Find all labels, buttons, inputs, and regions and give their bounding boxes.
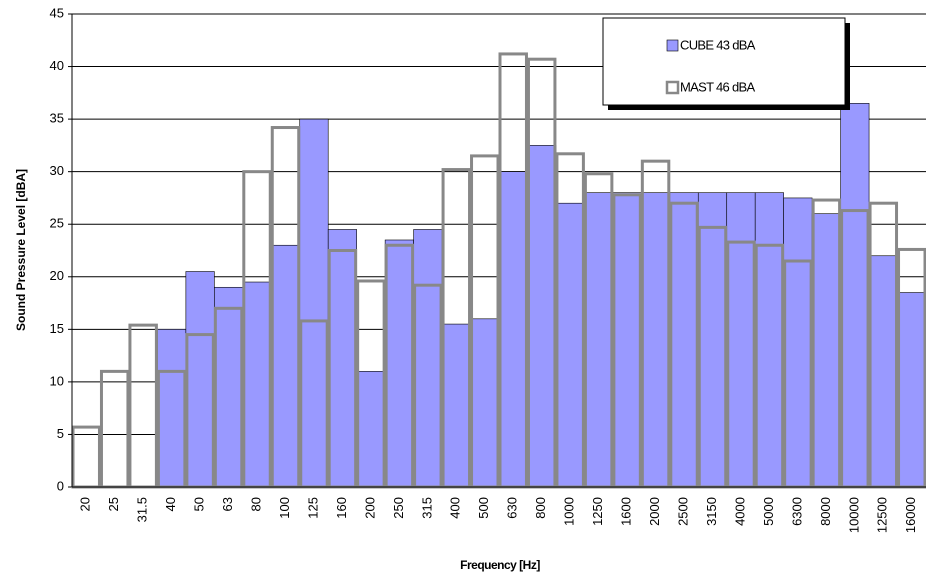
bar <box>299 118 329 488</box>
bar <box>669 192 699 488</box>
bar <box>584 192 614 488</box>
x-tick-label: 25 <box>106 497 121 511</box>
y-tick-label: 30 <box>50 163 64 178</box>
x-tick-label: 250 <box>391 497 406 519</box>
bar <box>413 229 443 488</box>
bar <box>384 239 414 488</box>
bar-outline <box>128 323 158 489</box>
x-tick-label: 31.5 <box>135 497 150 522</box>
x-tick-label: 2500 <box>675 497 690 526</box>
bar <box>441 323 471 488</box>
legend-label: CUBE 43 dBA <box>680 37 756 52</box>
x-tick-label: 500 <box>476 497 491 519</box>
x-tick-label: 50 <box>192 497 207 511</box>
x-tick-label: 3150 <box>704 497 719 526</box>
legend-swatch <box>665 80 680 95</box>
bar <box>811 213 841 488</box>
y-tick-label: 40 <box>50 58 64 73</box>
y-axis-title: Sound Pressure Level [dBA] <box>14 169 28 331</box>
bar <box>157 329 187 488</box>
x-tick-label: 1250 <box>590 497 605 526</box>
x-tick-label: 12500 <box>875 497 890 533</box>
bar <box>185 271 215 488</box>
x-tick-label: 100 <box>277 497 292 519</box>
bar <box>754 192 784 488</box>
bar <box>498 171 528 488</box>
y-tick-label: 5 <box>57 426 64 441</box>
x-tick-label: 40 <box>163 497 178 511</box>
x-tick-label: 1000 <box>562 497 577 526</box>
y-tick-label: 15 <box>50 321 64 336</box>
bar <box>356 371 386 488</box>
bar <box>726 192 756 488</box>
x-tick-label: 20 <box>78 497 93 511</box>
x-tick-label: 5000 <box>761 497 776 526</box>
bar <box>555 202 585 488</box>
x-tick-label: 630 <box>505 497 520 519</box>
bar <box>840 103 870 488</box>
y-tick-label: 35 <box>50 111 64 126</box>
bar <box>641 192 671 488</box>
x-tick-label: 315 <box>419 497 434 519</box>
y-tick-label: 45 <box>50 5 64 20</box>
y-tick-label: 20 <box>50 268 64 283</box>
x-axis-title: Frequency [Hz] <box>460 558 540 572</box>
bar <box>697 192 728 488</box>
x-tick-label: 6300 <box>789 497 804 526</box>
x-tick-label: 4000 <box>732 497 747 526</box>
legend-label: MAST 46 dBA <box>680 79 755 94</box>
y-tick-label: 0 <box>57 478 64 493</box>
x-tick-label: 160 <box>334 497 349 519</box>
bar <box>470 318 500 488</box>
y-tick-label: 10 <box>50 373 64 388</box>
y-tick-label: 25 <box>50 216 64 231</box>
x-tick-label: 8000 <box>818 497 833 526</box>
x-tick-label: 63 <box>220 497 235 511</box>
x-tick-label: 80 <box>248 497 263 511</box>
x-tick-label: 200 <box>362 497 377 519</box>
x-tick-label: 10000 <box>846 497 861 533</box>
bar <box>612 192 642 488</box>
x-tick-label: 800 <box>533 497 548 519</box>
bar <box>868 255 898 488</box>
bar <box>783 197 813 488</box>
x-tick-label: 1600 <box>619 497 634 526</box>
bar <box>242 281 272 488</box>
legend-swatch <box>666 39 679 52</box>
bar <box>270 244 301 488</box>
x-tick-label: 16000 <box>903 497 918 533</box>
bar-outline <box>99 369 130 489</box>
bar-outline <box>71 425 101 489</box>
x-tick-label: 400 <box>448 497 463 519</box>
x-tick-label: 125 <box>305 497 320 519</box>
bar <box>527 145 557 488</box>
x-tick-label: 2000 <box>647 497 662 526</box>
bar <box>214 286 244 488</box>
legend <box>602 17 846 106</box>
bar <box>327 229 357 488</box>
bar <box>897 292 926 488</box>
